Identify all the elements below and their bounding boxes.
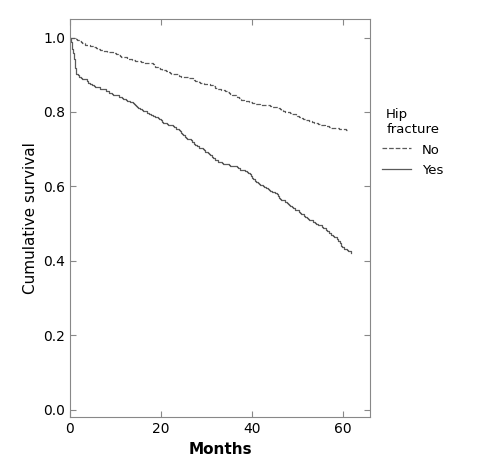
- X-axis label: Months: Months: [188, 442, 252, 456]
- Y-axis label: Cumulative survival: Cumulative survival: [22, 142, 38, 294]
- Legend: No, Yes: No, Yes: [380, 105, 446, 180]
